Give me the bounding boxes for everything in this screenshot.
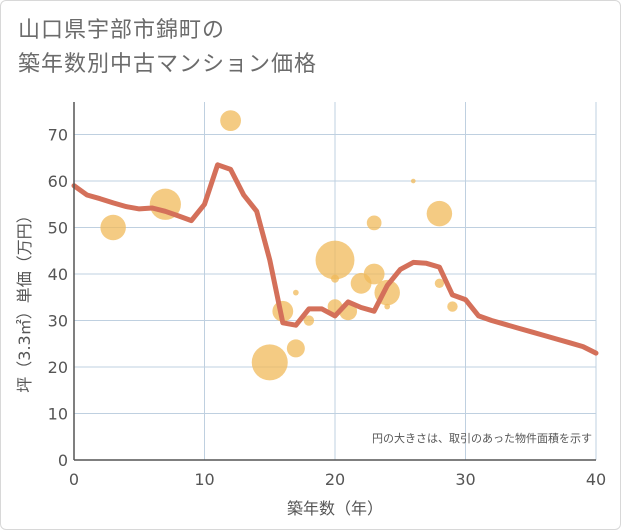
y-tick-label-60: 60: [48, 172, 68, 191]
bubble-3: [251, 344, 288, 381]
y-tick-labels: 0 10 20 30 40 50 60 70: [48, 126, 68, 470]
bubble-6: [293, 289, 299, 296]
trend-line-path: [71, 162, 599, 356]
bubble-2: [220, 110, 242, 131]
bubble-8: [315, 240, 355, 280]
bubble-10: [330, 274, 340, 283]
bubble-7: [303, 315, 315, 326]
bubble-14: [366, 215, 382, 231]
bubble-5: [286, 339, 305, 358]
x-tick-labels: 0 10 20 30 40: [69, 470, 606, 489]
axes: [73, 102, 596, 461]
size-annotation: 円の大きさは、取引のあった物件面積を示す: [372, 431, 592, 445]
bubble-18: [426, 200, 453, 227]
x-axis-label: 築年数（年）: [287, 499, 383, 518]
y-tick-label-70: 70: [48, 126, 68, 145]
bubble-16: [384, 303, 391, 310]
y-tick-label-50: 50: [48, 219, 68, 238]
x-tick-label-0: 0: [69, 470, 79, 489]
y-tick-label-30: 30: [48, 312, 68, 331]
x-tick-label-10: 10: [194, 470, 214, 489]
y-axis-label: 坪（3.3㎡）単価（万円）: [15, 207, 34, 392]
x-tick-label-30: 30: [455, 470, 475, 489]
y-tick-label-20: 20: [48, 358, 68, 377]
y-tick-label-0: 0: [58, 451, 68, 470]
bubble-19: [434, 278, 445, 288]
y-tick-label-10: 10: [48, 405, 68, 424]
bubble-13: [363, 263, 385, 285]
chart-title-line1: 山口県宇部市錦町の: [18, 18, 226, 43]
bubble-0: [100, 214, 126, 241]
bubble-20: [447, 301, 458, 312]
grid: [74, 102, 597, 460]
chart-title-line2: 築年数別中古マンション価格: [18, 52, 318, 77]
x-tick-label-40: 40: [586, 470, 606, 489]
y-tick-label-40: 40: [48, 265, 68, 284]
x-tick-label-20: 20: [325, 470, 345, 489]
bubble-17: [410, 178, 416, 184]
chart-title: 山口県宇部市錦町の 築年数別中古マンション価格: [18, 14, 317, 82]
trend-line: [71, 162, 599, 356]
